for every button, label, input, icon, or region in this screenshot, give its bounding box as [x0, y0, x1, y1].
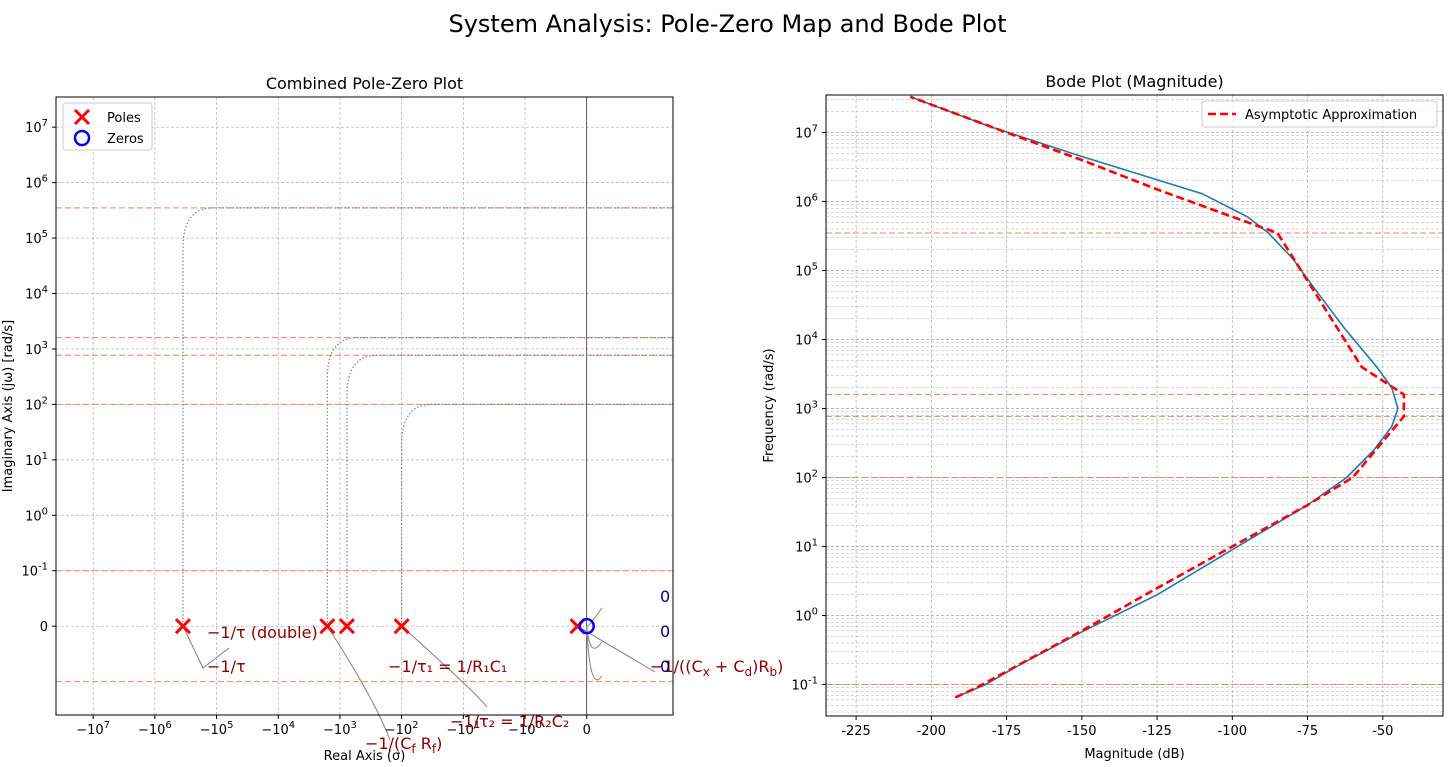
- pole-marker: [393, 618, 410, 635]
- y-tick-label: 100: [795, 607, 818, 625]
- x-tick-label: −101: [446, 720, 480, 738]
- y-tick-label: 102: [795, 469, 818, 487]
- zero-marker: [578, 617, 595, 635]
- y-tick-label: 101: [25, 451, 48, 469]
- bode-panel: -225 -200 -175 -150 -125 -100 -75 -50 10-1 100 101…: [762, 72, 1444, 762]
- x-tick-label: −107: [76, 720, 110, 738]
- legend-box: [1201, 100, 1438, 128]
- x-tick-label: -125: [1142, 724, 1172, 739]
- x-tick-label: 0: [583, 723, 591, 738]
- y-tick-label: 101: [795, 538, 818, 556]
- x-tick-label: -175: [992, 724, 1022, 739]
- y-tick-label: 106: [25, 174, 48, 192]
- y-tick-label: 10-1: [21, 562, 48, 580]
- pole-zero-annotation: 0: [660, 622, 670, 641]
- pole-zero-title: Combined Pole-Zero Plot: [266, 74, 463, 93]
- x-tick-label: -225: [841, 724, 871, 739]
- pole-zero-annotation: −1/τ (double): [207, 623, 318, 642]
- y-tick-label: 106: [795, 193, 818, 211]
- x-tick-label: -100: [1218, 724, 1248, 739]
- annotation-arrow: [586, 626, 603, 681]
- x-tick-label: −103: [323, 720, 357, 738]
- legend-zeros-label: Zeros: [107, 132, 144, 147]
- annotation-arrow: [577, 625, 656, 673]
- x-tick-label: -50: [1372, 724, 1393, 739]
- x-tick-label: −100: [508, 720, 542, 738]
- annotation-arrow: [401, 625, 488, 708]
- x-tick-label: −105: [200, 720, 234, 738]
- pole-zero-annotation: −1/τ: [207, 657, 246, 676]
- pole-zero-annotation: −1/τ₁ = 1/R₁C₁: [388, 657, 507, 676]
- legend-pole-marker: [73, 108, 91, 126]
- y-tick-label: 105: [25, 229, 48, 247]
- y-axis-label: Imaginary Axis (jω) [rad/s]: [1, 320, 16, 492]
- bode-magnitude-curve: [910, 96, 1399, 699]
- y-tick-label: 104: [795, 331, 818, 349]
- pole-marker: [338, 618, 356, 635]
- x-tick-label: -150: [1067, 724, 1097, 739]
- bode-frame: [825, 94, 1444, 717]
- pole-zero-annotation: −1/((Cx + Cd)Rb): [650, 657, 783, 679]
- pole-zero-annotation: −1/(Cf Rf): [365, 734, 442, 756]
- legend-zero-marker: [73, 129, 91, 147]
- locus-curve: [401, 403, 673, 627]
- pole-marker: [174, 618, 192, 635]
- bode-legend: Asymptotic Approximation: [1201, 100, 1438, 128]
- y-tick-label: 100: [25, 506, 48, 524]
- pole-zero-annotation: 0: [660, 587, 670, 606]
- pole-zero-legend: Poles Zeros: [62, 102, 153, 151]
- x-axis-label: Magnitude (dB): [1084, 747, 1184, 762]
- asymptotic-approximation-curve: [909, 95, 1406, 699]
- x-tick-label: −104: [261, 720, 295, 738]
- locus-curve: [346, 354, 673, 627]
- y-tick-label: 102: [25, 395, 48, 413]
- x-tick-label: −106: [138, 720, 172, 738]
- y-tick-label: 10-1: [791, 676, 818, 694]
- pole-marker: [319, 618, 336, 635]
- x-tick-label: -200: [917, 724, 947, 739]
- bode-grid: [826, 95, 1443, 716]
- locus-curve: [326, 337, 673, 627]
- pole-zero-frame: [55, 96, 674, 716]
- pole-zero-grid: [56, 97, 673, 715]
- annotation-arrow: [182, 625, 230, 669]
- y-tick-label: 105: [795, 262, 818, 280]
- pole-zero-annotation: 0: [660, 657, 670, 676]
- y-tick-label: 104: [25, 285, 48, 303]
- pole-zero-annotation: −1/τ₂ = 1/R₂C₂: [450, 712, 569, 731]
- x-axis-label: Real Axis (σ): [324, 749, 406, 764]
- legend-poles-label: Poles: [107, 111, 141, 126]
- figure-title: System Analysis: Pole-Zero Map and Bode …: [448, 10, 1007, 38]
- pole-zero-panel: −107 −106 −105 −104 −103 −102 −101 −100 0 0 10-1 10…: [1, 74, 783, 764]
- legend-asymptote-label: Asymptotic Approximation: [1245, 108, 1417, 123]
- locus-curve: [182, 207, 673, 627]
- y-tick-label: 103: [25, 340, 48, 358]
- bode-title: Bode Plot (Magnitude): [1045, 72, 1223, 91]
- annotation-arrow: [326, 625, 391, 741]
- x-tick-label: −102: [385, 720, 419, 738]
- y-tick-label: 103: [795, 400, 818, 418]
- y-tick-label: 0: [40, 620, 48, 635]
- y-axis-label: Frequency (rad/s): [762, 348, 777, 462]
- x-tick-label: -75: [1297, 724, 1318, 739]
- y-tick-label: 107: [25, 118, 48, 136]
- y-tick-label: 107: [795, 124, 818, 142]
